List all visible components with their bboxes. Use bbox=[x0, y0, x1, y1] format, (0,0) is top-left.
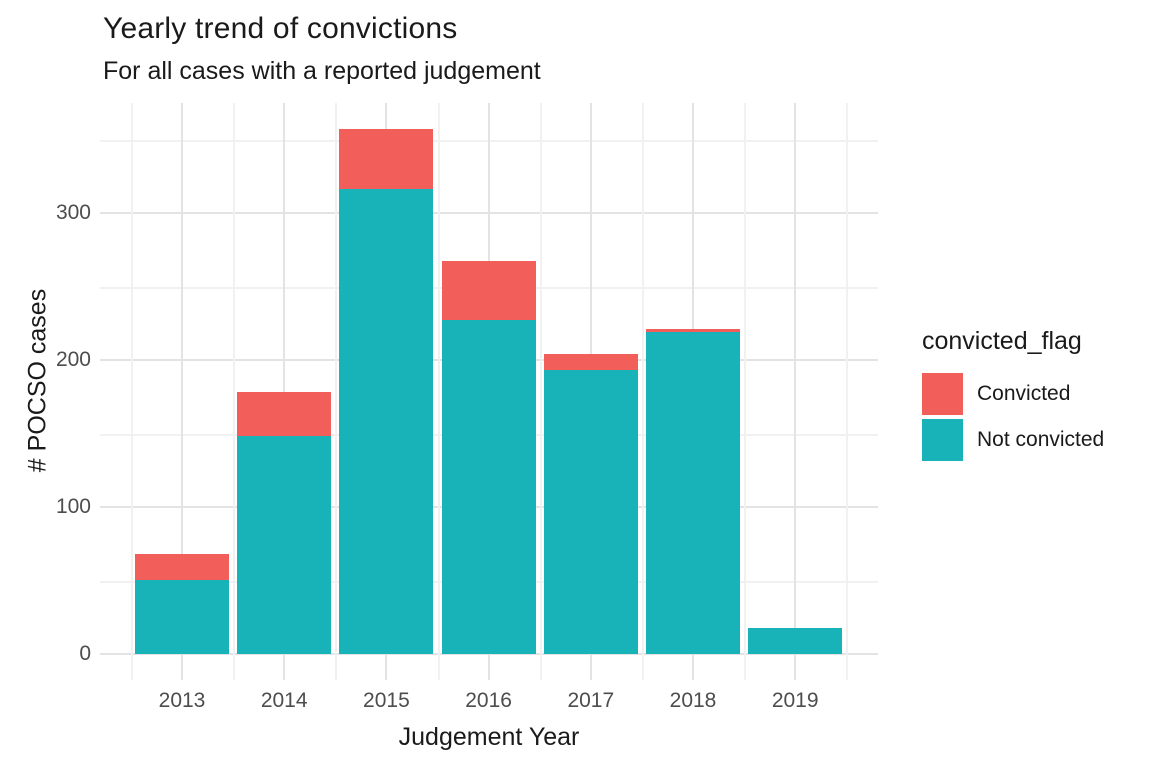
bar-segment-not-convicted-2015 bbox=[339, 189, 434, 654]
gridline-x-minor bbox=[744, 103, 747, 680]
gridline-x-minor bbox=[539, 103, 542, 680]
y-tick-label-300: 300 bbox=[55, 201, 91, 224]
gridline-x-major bbox=[181, 103, 183, 680]
bar-segment-convicted-2015 bbox=[339, 129, 434, 189]
x-tick-label-2013: 2013 bbox=[158, 689, 206, 712]
gridline-x-minor bbox=[335, 103, 338, 680]
legend-item-not-convicted: Not convicted bbox=[922, 419, 1142, 461]
x-tick-label-2015: 2015 bbox=[363, 689, 410, 712]
bar-segment-convicted-2013 bbox=[135, 554, 229, 580]
chart-title: Yearly trend of convictions bbox=[103, 12, 458, 45]
x-tick-label-2018: 2018 bbox=[669, 689, 717, 712]
y-tick-label-0: 0 bbox=[79, 642, 91, 665]
plot-panel bbox=[100, 103, 878, 680]
convicted-swatch-icon bbox=[922, 373, 963, 415]
gridline-x-minor bbox=[846, 103, 849, 680]
gridline-x-minor bbox=[641, 103, 644, 680]
gridline-x-major bbox=[283, 103, 286, 680]
bar-segment-not-convicted-2017 bbox=[543, 370, 638, 654]
gridline-x-minor bbox=[437, 103, 440, 680]
x-tick-label-2019: 2019 bbox=[771, 689, 819, 712]
legend-item-convicted: Convicted bbox=[922, 373, 1142, 415]
bar-segment-convicted-2014 bbox=[237, 392, 332, 436]
bar-segment-not-convicted-2016 bbox=[441, 320, 536, 654]
y-tick-label-100: 100 bbox=[55, 495, 91, 518]
x-tick-label-2014: 2014 bbox=[260, 689, 308, 712]
bar-segment-not-convicted-2014 bbox=[237, 436, 332, 654]
y-tick-label-200: 200 bbox=[55, 348, 91, 371]
legend: convicted_flag Convicted Not convicted bbox=[922, 327, 1142, 465]
chart-subtitle: For all cases with a reported judgement bbox=[103, 57, 541, 85]
legend-item-label: Convicted bbox=[977, 382, 1071, 405]
bar-segment-convicted-2016 bbox=[441, 261, 536, 320]
y-axis-title: # POCSO cases bbox=[23, 288, 52, 473]
bar-segment-convicted-2018 bbox=[646, 329, 740, 332]
legend-item-label: Not convicted bbox=[977, 428, 1105, 451]
bar-segment-not-convicted-2018 bbox=[646, 332, 740, 654]
bar-segment-not-convicted-2019 bbox=[748, 628, 843, 654]
x-tick-label-2017: 2017 bbox=[567, 689, 615, 712]
x-axis-title: Judgement Year bbox=[398, 723, 580, 751]
not-convicted-swatch-icon bbox=[922, 419, 963, 461]
x-tick-label-2016: 2016 bbox=[465, 689, 512, 712]
gridline-x-minor bbox=[130, 103, 133, 680]
bar-segment-not-convicted-2013 bbox=[135, 580, 229, 654]
gridline-x-minor bbox=[233, 103, 236, 680]
legend-title: convicted_flag bbox=[922, 327, 1082, 355]
bar-segment-convicted-2017 bbox=[543, 354, 638, 370]
gridline-x-major bbox=[794, 103, 797, 680]
